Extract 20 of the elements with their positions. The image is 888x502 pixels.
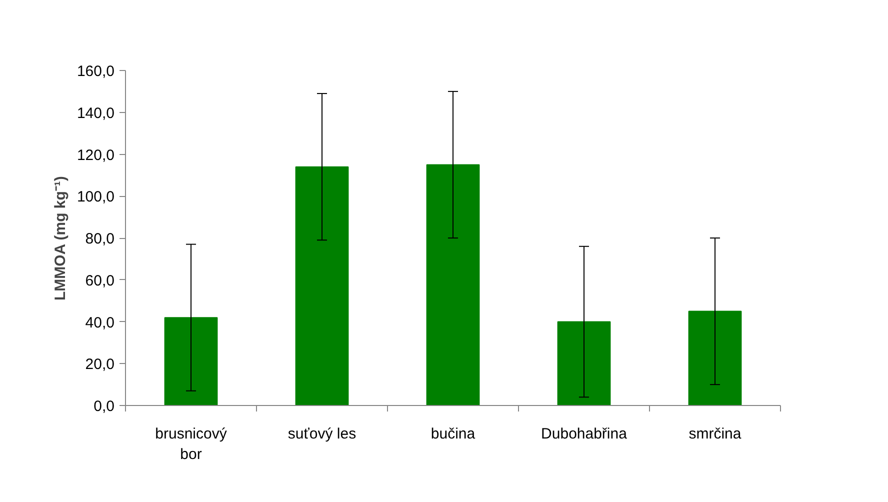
y-tick-label: 0,0 (94, 398, 115, 415)
x-tick-label: Dubohabřina (541, 426, 628, 442)
y-tick-label: 20,0 (85, 356, 115, 374)
y-axis-title: LMMOA (mg kg⁻¹) (52, 176, 69, 300)
y-tick-label: 60,0 (85, 272, 115, 290)
bar (688, 310, 742, 406)
bar (557, 321, 611, 406)
x-tick-label: brusnicový bor (155, 426, 228, 463)
x-tick-label: smrčina (688, 426, 742, 442)
bar (426, 164, 480, 406)
y-tick-label: 140,0 (76, 104, 115, 122)
y-tick-label: 80,0 (85, 230, 115, 248)
y-tick-label: 120,0 (76, 146, 115, 164)
y-tick-label: 100,0 (76, 188, 115, 206)
y-tick-label: 40,0 (85, 314, 115, 332)
bar (295, 166, 349, 406)
bar (164, 317, 218, 406)
x-tick-label: suťový les (288, 426, 356, 442)
x-tick-label: bučina (430, 426, 476, 442)
y-tick-label: 160,0 (76, 63, 115, 80)
